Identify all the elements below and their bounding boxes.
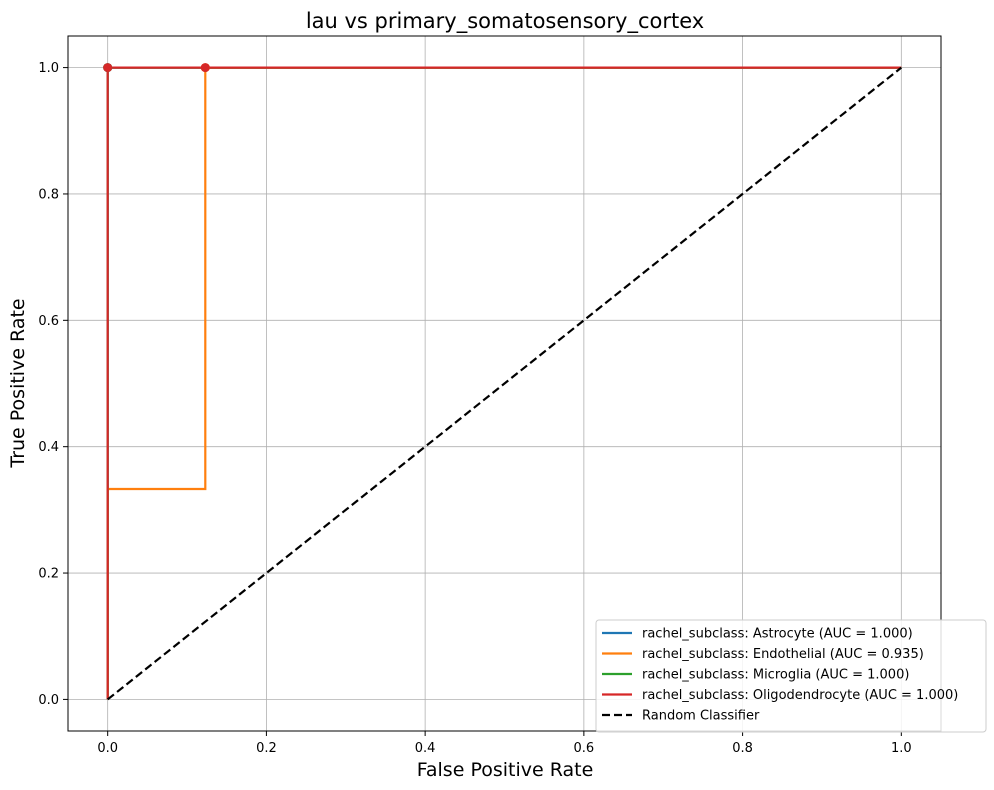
series-point-3 [103,63,113,73]
series-point-3 [200,63,210,73]
series-layer [103,63,903,701]
y-axis-label: True Positive Rate [7,298,29,468]
x-tick-label: 0.8 [732,741,753,756]
ticks: 0.0 0.2 0.4 0.6 0.8 1.0 0.0 0.2 0.4 0.6 0.8 1.0 [38,61,911,756]
y-tick-label: 0.4 [38,440,59,455]
legend-entry-1: rachel_subclass: Endothelial (AUC = 0.93… [642,647,924,662]
legend-entry-2: rachel_subclass: Microglia (AUC = 1.000) [642,668,909,683]
plot-frame [67,35,942,732]
x-tick-label: 0.0 [97,741,118,756]
legend-entry-0: rachel_subclass: Astrocyte (AUC = 1.000) [642,627,913,642]
y-tick-label: 0.0 [38,693,59,708]
x-tick-label: 1.0 [891,741,912,756]
grid [68,36,941,731]
legend: rachel_subclass: Astrocyte (AUC = 1.000)… [595,619,987,733]
legend-entry-3: rachel_subclass: Oligodendrocyte (AUC = … [642,688,958,703]
series-line-4 [106,66,903,701]
legend-entry-4: Random Classifier [642,709,760,724]
x-tick-label: 0.4 [415,741,436,756]
y-tick-label: 0.8 [38,187,59,202]
y-tick-label: 1.0 [38,61,59,76]
x-tick-label: 0.2 [256,741,277,756]
x-axis-label: False Positive Rate [417,759,594,781]
chart-title: lau vs primary_somatosensory_cortex [306,9,704,34]
legend-box [595,619,987,733]
x-tick-label: 0.6 [574,741,595,756]
y-tick-label: 0.2 [38,567,59,582]
y-tick-label: 0.6 [38,314,59,329]
